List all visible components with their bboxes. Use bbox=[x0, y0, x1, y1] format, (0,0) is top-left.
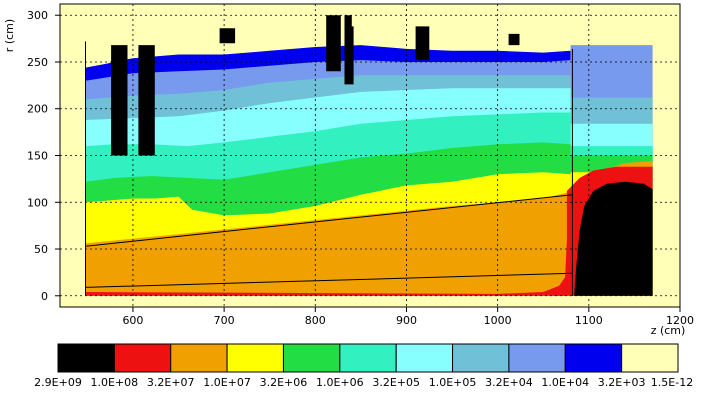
colorbar-swatch-5 bbox=[339, 343, 397, 373]
heatmap-region-19 bbox=[111, 45, 128, 156]
y-tick-label-6: 300 bbox=[27, 9, 48, 22]
colorbar-label-8: 3.2E+04 bbox=[485, 376, 533, 389]
x-tick-label-6: 1200 bbox=[666, 314, 694, 327]
x-tick-label-3: 900 bbox=[396, 314, 417, 327]
colorbar-label-7: 1.0E+05 bbox=[428, 376, 477, 389]
colorbar-label-4: 3.2E+06 bbox=[259, 376, 308, 389]
x-axis-ticks: 600 700 800 900 1000 1100 1200 bbox=[122, 307, 694, 327]
colorbar-label-1: 1.0E+08 bbox=[90, 376, 139, 389]
colorbar-swatch-6 bbox=[395, 343, 454, 373]
colorbar-swatch-4 bbox=[282, 343, 341, 373]
y-tick-label-1: 50 bbox=[34, 243, 48, 256]
heatmap-region-28 bbox=[497, 4, 553, 34]
colorbar-swatch-2 bbox=[170, 343, 228, 373]
x-tick-label-0: 600 bbox=[122, 314, 143, 327]
y-axis-label: r (cm) bbox=[3, 19, 16, 52]
colorbar-swatch-10 bbox=[621, 343, 679, 373]
colorbar-swatch-9 bbox=[564, 343, 623, 373]
colorbar-swatch-3 bbox=[226, 343, 284, 373]
colorbar-label-9: 1.0E+04 bbox=[541, 376, 590, 389]
heatmap-region-17 bbox=[85, 282, 567, 296]
y-tick-label-4: 200 bbox=[27, 103, 48, 116]
detector-outlines bbox=[85, 41, 573, 296]
colorbar-label-2: 3.2E+07 bbox=[146, 376, 195, 389]
y-tick-label-2: 100 bbox=[27, 196, 48, 209]
colorbar-swatch-8 bbox=[508, 343, 566, 373]
heatmap-region-20 bbox=[138, 45, 155, 156]
y-tick-label-3: 150 bbox=[27, 150, 48, 163]
x-tick-label-4: 1000 bbox=[484, 314, 512, 327]
heatmap-region-23 bbox=[344, 15, 354, 85]
colorbar-label-3: 1.0E+07 bbox=[203, 376, 251, 389]
colorbar-swatch-7 bbox=[452, 343, 510, 373]
heatmap-region-18 bbox=[574, 181, 653, 296]
heatmap-region-24 bbox=[415, 15, 430, 61]
y-axis-ticks: 0 50 100 150 200 250 300 bbox=[27, 9, 60, 303]
colorbar-label-6: 3.2E+05 bbox=[372, 376, 421, 389]
detector-outline-0 bbox=[85, 194, 573, 247]
colorbar-labels: 2.9E+09 1.0E+08 3.2E+07 1.0E+07 3.2E+06 1.0E+… bbox=[0, 376, 706, 392]
y-tick-label-5: 250 bbox=[27, 56, 48, 69]
x-axis-label: z (cm) bbox=[651, 324, 686, 337]
x-tick-label-2: 800 bbox=[305, 314, 326, 327]
y-tick-label-0: 0 bbox=[41, 290, 48, 303]
colorbar-label-5: 1.0E+06 bbox=[315, 376, 364, 389]
colorbar-swatch-1 bbox=[113, 343, 172, 373]
heatmap-region-26 bbox=[201, 4, 323, 29]
x-tick-label-5: 1100 bbox=[575, 314, 603, 327]
grid-lines bbox=[60, 4, 680, 307]
heatmap-region-15 bbox=[85, 161, 653, 296]
colorbar-swatch-0 bbox=[57, 343, 115, 373]
heatmap-region-22 bbox=[326, 15, 341, 72]
detector-outline-1 bbox=[85, 272, 573, 288]
colorbar-label-10: 3.2E+03 bbox=[597, 376, 646, 389]
colorbar-label-11: 1.5E-12 bbox=[650, 376, 694, 389]
colorbar-label-0: 2.9E+09 bbox=[34, 376, 82, 389]
colorbar bbox=[57, 343, 679, 373]
x-tick-label-1: 700 bbox=[214, 314, 235, 327]
